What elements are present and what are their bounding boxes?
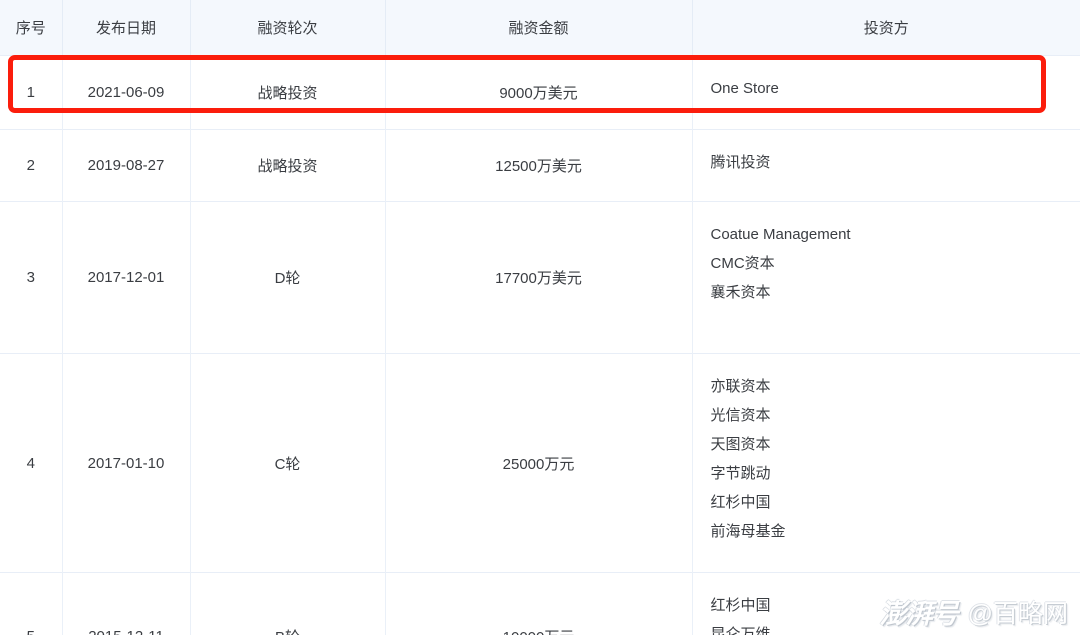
- cell-amount: 10000万元: [385, 572, 693, 635]
- table-row[interactable]: 5 2015-12-11 B轮 10000万元 红杉中国 昆仑万维 嘉兴大马投资: [0, 572, 1080, 635]
- investor-item: 襄禾资本: [710, 284, 771, 301]
- table-row[interactable]: 1 2021-06-09 战略投资 9000万美元 One Store: [0, 55, 1080, 130]
- cell-amount: 9000万美元: [385, 55, 693, 130]
- cell-amount: 25000万元: [385, 353, 693, 573]
- cell-round: C轮: [190, 353, 386, 573]
- table-row[interactable]: 2 2019-08-27 战略投资 12500万美元 腾讯投资: [0, 129, 1080, 202]
- table-row[interactable]: 4 2017-01-10 C轮 25000万元 亦联资本 光信资本 天图资本 字…: [0, 353, 1080, 573]
- cell-round: 战略投资: [190, 129, 386, 202]
- investor-item: 红杉中国: [710, 597, 771, 614]
- column-header-date: 发布日期: [62, 0, 191, 56]
- investor-item: Coatue Management: [710, 226, 851, 243]
- cell-investors: 红杉中国 昆仑万维 嘉兴大马投资: [692, 572, 1080, 635]
- cell-index: 1: [0, 55, 63, 130]
- investor-item: 亦联资本: [710, 378, 771, 395]
- cell-date: 2015-12-11: [62, 572, 191, 635]
- cell-index: 3: [0, 201, 63, 354]
- cell-date: 2017-01-10: [62, 353, 191, 573]
- column-header-investors: 投资方: [692, 0, 1080, 56]
- cell-date: 2021-06-09: [62, 55, 191, 130]
- column-header-amount: 融资金额: [385, 0, 693, 56]
- cell-investors: 腾讯投资: [692, 129, 1080, 202]
- cell-amount: 12500万美元: [385, 129, 693, 202]
- investor-item: 昆仑万维: [710, 626, 771, 635]
- investor-item: CMC资本: [710, 255, 775, 272]
- column-header-round: 融资轮次: [190, 0, 386, 56]
- cell-date: 2017-12-01: [62, 201, 191, 354]
- cell-investors: Coatue Management CMC资本 襄禾资本: [692, 201, 1080, 354]
- investor-item: 字节跳动: [710, 465, 771, 482]
- cell-investors: One Store: [692, 55, 1080, 130]
- table-row[interactable]: 3 2017-12-01 D轮 17700万美元 Coatue Manageme…: [0, 201, 1080, 354]
- investor-item: 红杉中国: [710, 494, 771, 511]
- cell-index: 4: [0, 353, 63, 573]
- table-body: 1 2021-06-09 战略投资 9000万美元 One Store 2 20…: [0, 55, 1080, 635]
- investor-item: 天图资本: [710, 436, 771, 453]
- cell-index: 5: [0, 572, 63, 635]
- table-header: 序号 发布日期 融资轮次 融资金额 投资方: [0, 0, 1080, 56]
- column-header-index: 序号: [0, 0, 63, 56]
- cell-round: D轮: [190, 201, 386, 354]
- cell-amount: 17700万美元: [385, 201, 693, 354]
- cell-round: 战略投资: [190, 55, 386, 130]
- cell-index: 2: [0, 129, 63, 202]
- investor-item: 前海母基金: [710, 523, 786, 540]
- investor-item: 腾讯投资: [710, 154, 771, 171]
- table-header-row: 序号 发布日期 融资轮次 融资金额 投资方: [0, 0, 1080, 56]
- investor-item: 光信资本: [710, 407, 771, 424]
- cell-round: B轮: [190, 572, 386, 635]
- cell-investors: 亦联资本 光信资本 天图资本 字节跳动 红杉中国 前海母基金: [692, 353, 1080, 573]
- cell-date: 2019-08-27: [62, 129, 191, 202]
- investor-item: One Store: [710, 80, 779, 97]
